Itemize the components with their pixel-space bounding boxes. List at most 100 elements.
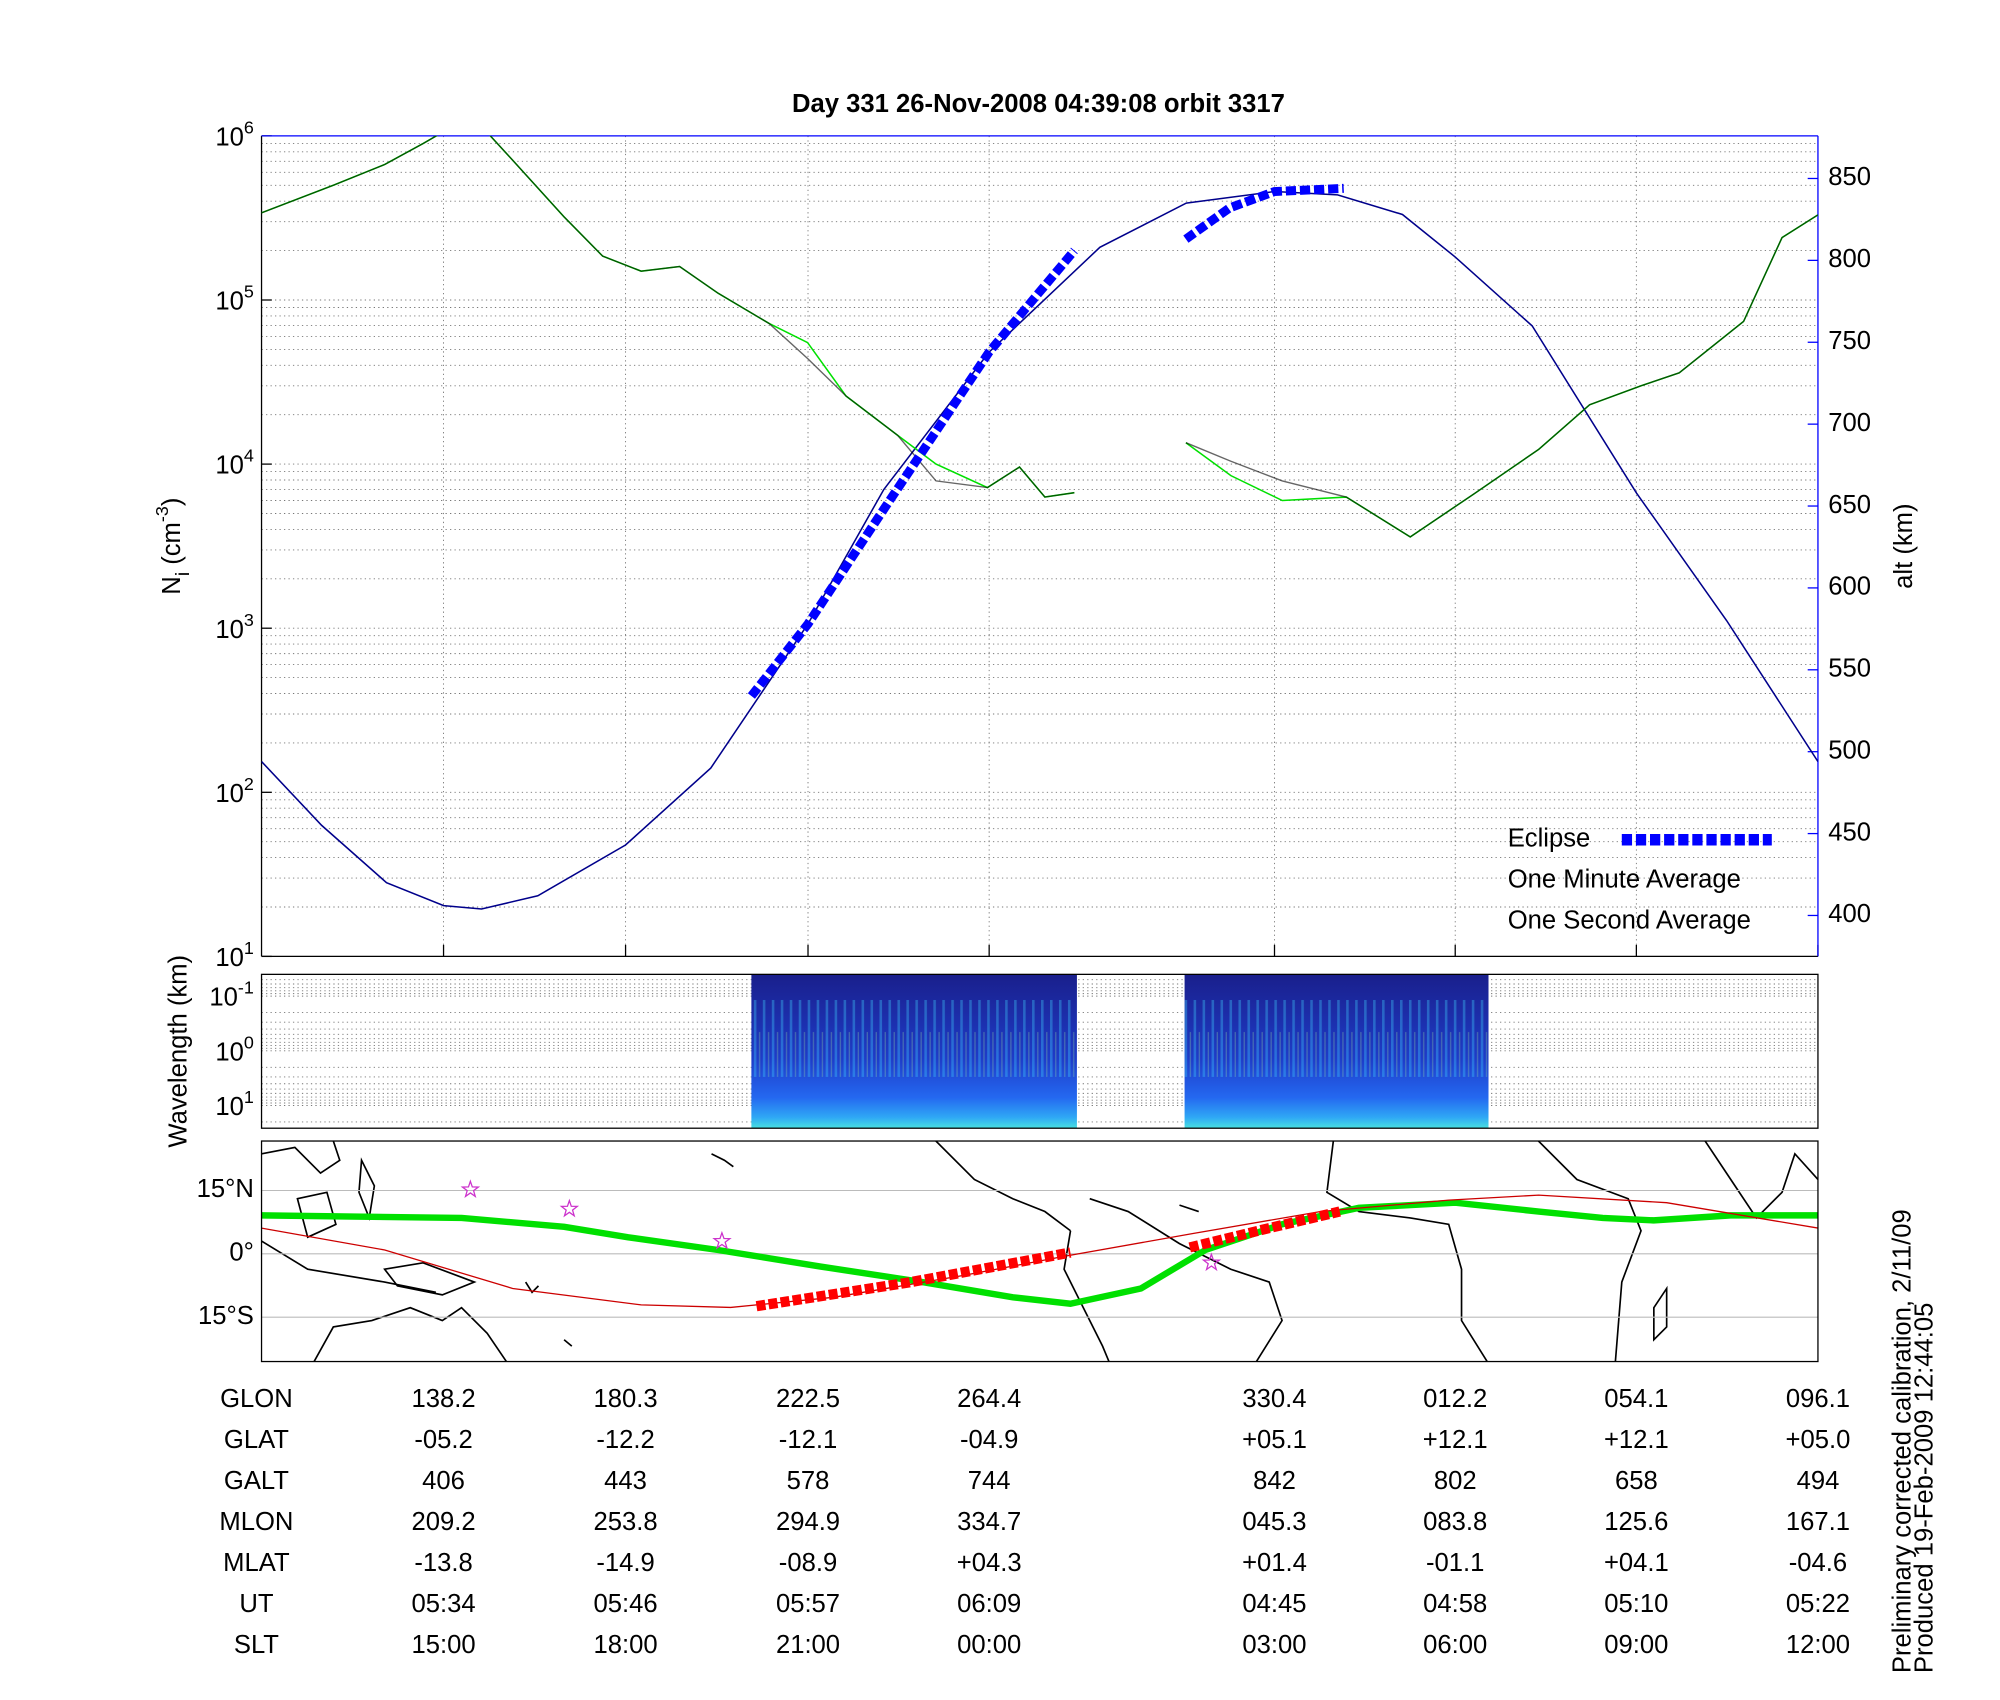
tick-label: 10-1 bbox=[209, 977, 253, 1011]
row-label: GALT bbox=[224, 1467, 289, 1495]
row-label: GLON bbox=[220, 1385, 293, 1413]
tick-label: 101 bbox=[215, 938, 254, 972]
legend-label: One Minute Average bbox=[1508, 866, 1741, 894]
table-cell: 330.4 bbox=[1242, 1385, 1306, 1413]
table-cell: 658 bbox=[1615, 1467, 1658, 1495]
tick-label-base: 10 bbox=[215, 451, 244, 479]
series-line bbox=[261, 135, 1818, 538]
tick-label-exponent: 2 bbox=[244, 774, 254, 794]
table-cell: 125.6 bbox=[1604, 1508, 1668, 1536]
table-cell: +04.3 bbox=[957, 1549, 1022, 1577]
y2-axis-label: alt (km) bbox=[1890, 503, 1918, 588]
table-cell: 04:58 bbox=[1423, 1590, 1487, 1618]
tick-label: 102 bbox=[215, 774, 254, 808]
tick-label: 750 bbox=[1828, 327, 1871, 355]
table-cell: 264.4 bbox=[957, 1385, 1021, 1413]
tick-label: 650 bbox=[1828, 491, 1871, 519]
table-cell: 05:57 bbox=[776, 1590, 840, 1618]
series-line bbox=[261, 135, 1818, 538]
table-cell: 21:00 bbox=[776, 1631, 840, 1659]
table-cell: -04.9 bbox=[960, 1426, 1018, 1454]
tick-label-exponent: 1 bbox=[244, 1087, 254, 1107]
y-axis-label-part: ) bbox=[158, 498, 186, 507]
tick-label-base: 10 bbox=[215, 616, 244, 644]
chart-title: Day 331 26-Nov-2008 04:39:08 orbit 3317 bbox=[792, 90, 1285, 118]
y-axis-label: Ni (cm-3) bbox=[152, 498, 194, 595]
table-cell: 443 bbox=[604, 1467, 647, 1495]
tick-label: 100 bbox=[215, 1032, 254, 1066]
star-marker bbox=[460, 1179, 481, 1198]
tick-label: 105 bbox=[215, 281, 254, 315]
y-axis-label-part: (cm bbox=[158, 522, 186, 572]
y-axis-label: Wavelength (km) bbox=[164, 955, 192, 1148]
tick-label-exponent: 3 bbox=[244, 610, 254, 630]
table-cell: 18:00 bbox=[593, 1631, 657, 1659]
track-line bbox=[755, 1206, 1341, 1312]
table-cell: 138.2 bbox=[411, 1385, 475, 1413]
y-axis-label-part: i bbox=[173, 572, 194, 576]
table-cell: +04.1 bbox=[1604, 1549, 1669, 1577]
tick-label-exponent: 4 bbox=[244, 445, 254, 465]
table-cell: 054.1 bbox=[1604, 1385, 1668, 1413]
tick-label-exponent: 6 bbox=[244, 117, 254, 137]
series-line bbox=[747, 183, 1344, 699]
tick-label: 450 bbox=[1828, 818, 1871, 846]
table-cell: +01.4 bbox=[1242, 1549, 1307, 1577]
table-cell: 494 bbox=[1797, 1467, 1840, 1495]
table-cell: 253.8 bbox=[593, 1508, 657, 1536]
table-cell: 096.1 bbox=[1786, 1385, 1850, 1413]
table-cell: 222.5 bbox=[776, 1385, 840, 1413]
table-cell: 09:00 bbox=[1604, 1631, 1668, 1659]
table-cell: 12:00 bbox=[1786, 1631, 1850, 1659]
tick-label-base: 10 bbox=[215, 1093, 244, 1121]
table-cell: -08.9 bbox=[779, 1549, 837, 1577]
tick-label: 700 bbox=[1828, 409, 1871, 437]
tick-label: 15°S bbox=[198, 1302, 254, 1330]
table-cell: 00:00 bbox=[957, 1631, 1021, 1659]
row-label: GLAT bbox=[224, 1426, 289, 1454]
tick-label: 600 bbox=[1828, 573, 1871, 601]
table-cell: 406 bbox=[422, 1467, 465, 1495]
table-cell: 05:22 bbox=[1786, 1590, 1850, 1618]
table-cell: -12.1 bbox=[779, 1426, 837, 1454]
table-cell: 045.3 bbox=[1242, 1508, 1306, 1536]
y-axis-label-part: -3 bbox=[152, 506, 172, 522]
track-line bbox=[261, 1199, 1818, 1307]
table-cell: 15:00 bbox=[411, 1631, 475, 1659]
table-cell: +12.1 bbox=[1604, 1426, 1669, 1454]
row-label: SLT bbox=[234, 1631, 279, 1659]
table-cell: 03:00 bbox=[1242, 1631, 1306, 1659]
row-label: MLON bbox=[219, 1508, 293, 1536]
legend-label: Eclipse bbox=[1508, 825, 1591, 853]
table-cell: 083.8 bbox=[1423, 1508, 1487, 1536]
tick-label-exponent: -1 bbox=[238, 977, 254, 997]
table-cell: +05.0 bbox=[1786, 1426, 1851, 1454]
table-cell: 802 bbox=[1434, 1467, 1477, 1495]
tick-label-base: 10 bbox=[215, 780, 244, 808]
tick-label-exponent: 1 bbox=[244, 938, 254, 958]
table-cell: 334.7 bbox=[957, 1508, 1021, 1536]
tick-label: 0° bbox=[229, 1239, 254, 1267]
panel-frame bbox=[260, 973, 1819, 1129]
table-cell: 06:09 bbox=[957, 1590, 1021, 1618]
tick-label: 850 bbox=[1828, 163, 1871, 191]
table-cell: -13.8 bbox=[414, 1549, 472, 1577]
coastlines bbox=[261, 1141, 1818, 1362]
tick-label: 101 bbox=[215, 1087, 254, 1121]
table-cell: +05.1 bbox=[1242, 1426, 1307, 1454]
table-cell: 842 bbox=[1253, 1467, 1296, 1495]
tick-label-base: 10 bbox=[215, 287, 244, 315]
tick-label-base: 10 bbox=[215, 1038, 244, 1066]
table-cell: 05:46 bbox=[593, 1590, 657, 1618]
star-marker bbox=[712, 1230, 732, 1250]
table-cell: 04:45 bbox=[1242, 1590, 1306, 1618]
tick-label-base: 10 bbox=[215, 944, 244, 972]
table-cell: 180.3 bbox=[593, 1385, 657, 1413]
table-cell: 294.9 bbox=[776, 1508, 840, 1536]
table-cell: -01.1 bbox=[1426, 1549, 1484, 1577]
spectrogram-texture bbox=[1184, 974, 1489, 1129]
tick-label: 800 bbox=[1828, 245, 1871, 273]
table-cell: 05:34 bbox=[411, 1590, 475, 1618]
map-area bbox=[261, 1179, 1818, 1312]
